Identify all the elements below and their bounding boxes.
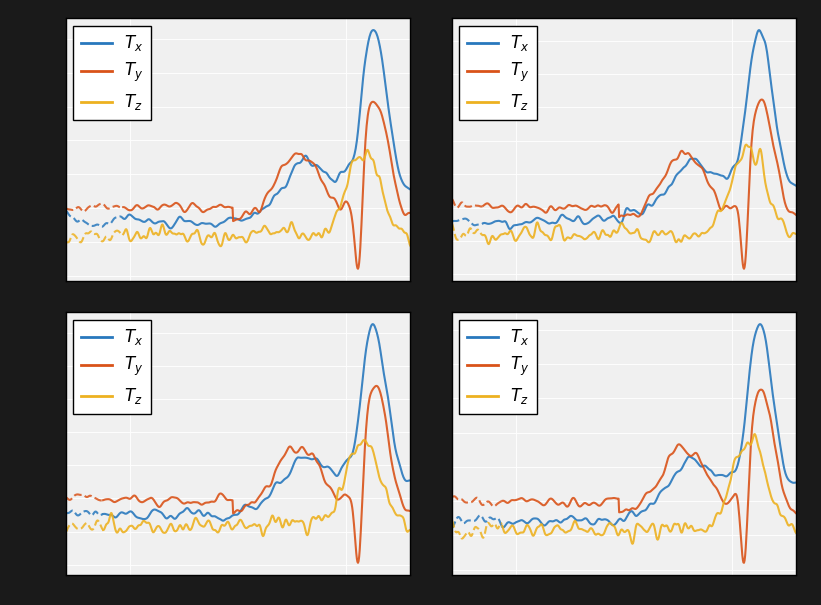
Legend: $T_x$, $T_y$, $T_z$: $T_x$, $T_y$, $T_z$ xyxy=(73,26,150,120)
Legend: $T_x$, $T_y$, $T_z$: $T_x$, $T_y$, $T_z$ xyxy=(73,320,150,414)
Legend: $T_x$, $T_y$, $T_z$: $T_x$, $T_y$, $T_z$ xyxy=(459,26,537,120)
Legend: $T_x$, $T_y$, $T_z$: $T_x$, $T_y$, $T_z$ xyxy=(459,320,537,414)
